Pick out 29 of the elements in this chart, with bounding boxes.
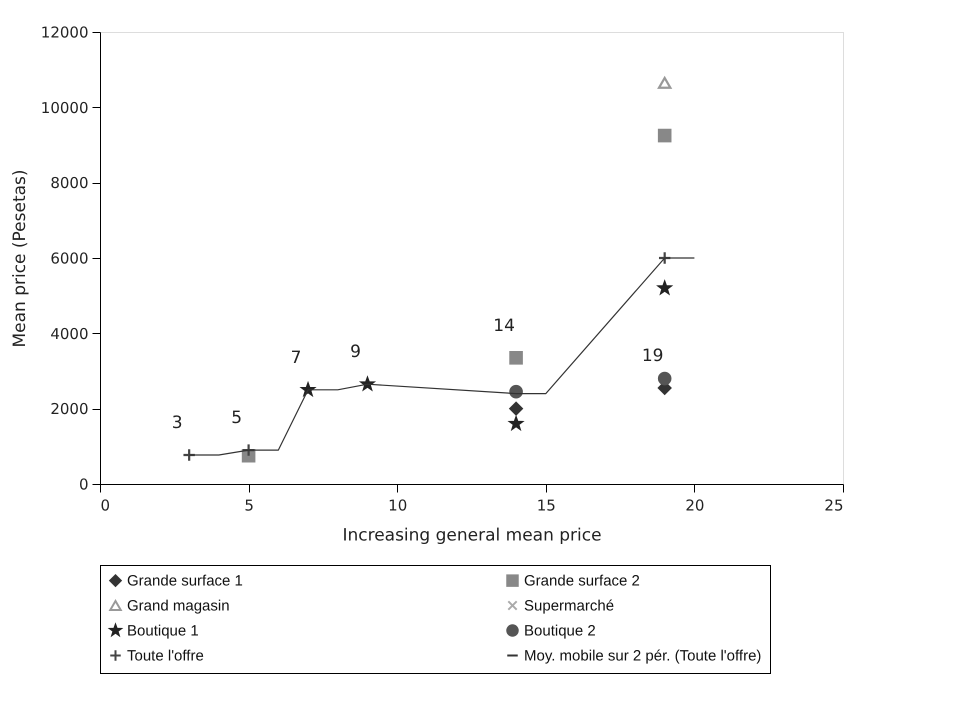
x-tick-label: 0 [100, 496, 110, 514]
x-axis-title: Increasing general mean price [342, 526, 602, 546]
legend-label: Grande surface 1 [127, 572, 243, 590]
annotation: 14 [493, 316, 515, 336]
annotation: 7 [290, 348, 302, 368]
legend-label: Toute l'offre [127, 648, 204, 664]
legend-label: Grand magasin [127, 598, 230, 614]
legend-label: Moy. mobile sur 2 pér. (Toute l'offre) [524, 648, 762, 664]
x-tick-label: 15 [536, 496, 556, 514]
y-tick-label: 10000 [40, 98, 88, 117]
x-tick-label: 20 [685, 496, 704, 514]
annotation: 19 [642, 346, 664, 366]
annotation: 9 [350, 342, 361, 362]
legend-label: Grande surface 2 [524, 572, 640, 590]
y-tick-label: 6000 [50, 250, 88, 268]
x-tick-label: 10 [388, 496, 408, 514]
y-tick-label: 8000 [50, 174, 88, 192]
y-tick-label: 0 [78, 476, 88, 494]
y-tick-label: 4000 [50, 324, 88, 343]
legend-label: Boutique 2 [524, 622, 596, 640]
x-tick-label: 25 [824, 496, 844, 514]
legend-label: Supermarché [524, 598, 614, 614]
x-tick-label: 5 [244, 496, 254, 514]
y-tick-label: 2000 [50, 400, 88, 418]
y-axis-title: Mean price (Pesetas) [10, 169, 30, 348]
annotation: 3 [172, 412, 183, 433]
annotation: 5 [231, 408, 242, 428]
legend-label: Boutique 1 [127, 622, 199, 640]
y-tick-label: 12000 [40, 24, 88, 42]
